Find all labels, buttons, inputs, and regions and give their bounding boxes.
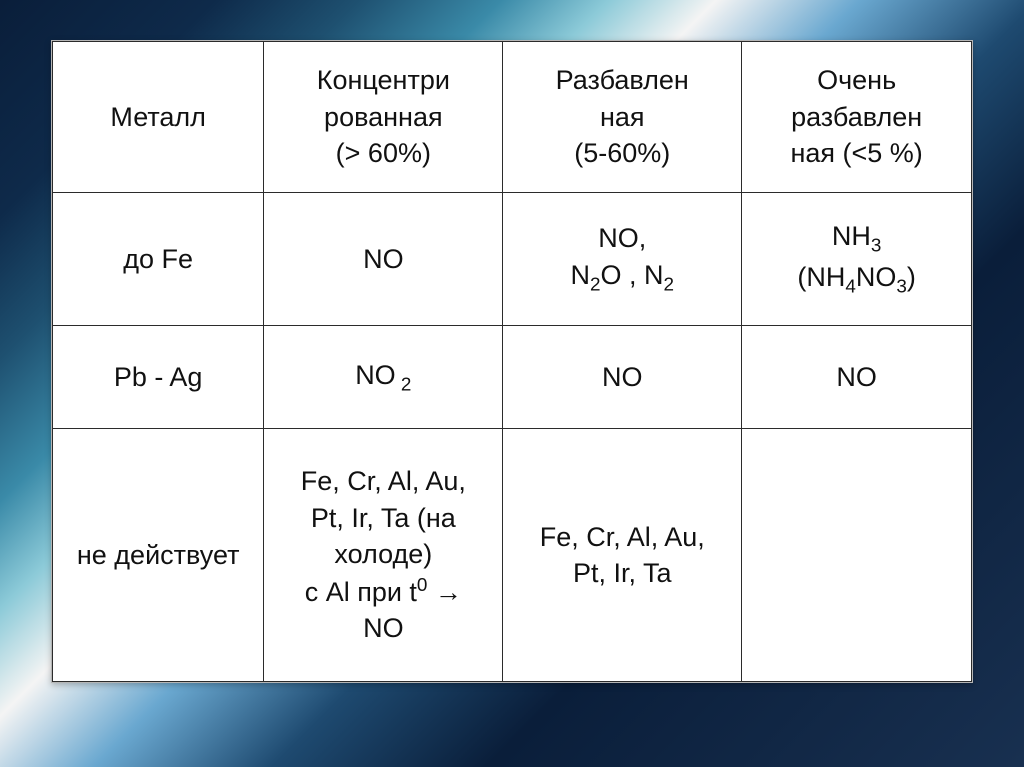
r1c3-l1b: 3 [871, 235, 882, 256]
r1c2-l2b: 2 [590, 274, 601, 295]
hdr-c2-l2: ная [600, 102, 645, 132]
header-concentrated: Концентри рованная (> 60%) [264, 42, 503, 193]
hdr-c2-l1: Разбавлен [556, 65, 689, 95]
table-row: до Fe NO NO, N2O , N2 NH3 (NH4NO3) [53, 193, 972, 326]
r1c2-l2a: N [570, 260, 590, 290]
cell-r3-c1: Fe, Cr, Al, Au, Pt, Ir, Ta (на холоде) с… [264, 429, 503, 682]
r1c2-l2d: 2 [664, 274, 675, 295]
cell-r3-c2: Fe, Cr, Al, Au, Pt, Ir, Ta [503, 429, 742, 682]
hdr-c2-l3: (5-60%) [574, 138, 670, 168]
cell-r1-c2: NO, N2O , N2 [503, 193, 742, 326]
table-row: не действует Fe, Cr, Al, Au, Pt, Ir, Ta … [53, 429, 972, 682]
cell-r1-c1: NO [264, 193, 503, 326]
hdr-c3-l1: Очень [817, 65, 896, 95]
cell-r2-c3: NO [742, 326, 972, 429]
r3c2-l2: Pt, Ir, Ta [573, 558, 672, 588]
r3c1-l4b: 0 [417, 575, 428, 596]
header-diluted: Разбавлен ная (5-60%) [503, 42, 742, 193]
arrow-icon: → [427, 577, 462, 607]
r3c1-l2: Pt, Ir, Ta (на [311, 503, 456, 533]
header-very-diluted: Очень разбавлен ная (<5 %) [742, 42, 972, 193]
cell-r2-c2: NO [503, 326, 742, 429]
hdr-c1-l1: Концентри [317, 65, 450, 95]
chemistry-table: Металл Концентри рованная (> 60%) Разбав… [52, 41, 972, 682]
hdr-c1-l3: (> 60%) [336, 138, 431, 168]
r2c1a: NO [355, 360, 396, 390]
hdr-c3-l3: ная (<5 %) [790, 138, 922, 168]
r3c2-l1: Fe, Cr, Al, Au, [540, 522, 705, 552]
r1c2-l1: NO, [598, 223, 646, 253]
cell-no-effect: не действует [53, 429, 264, 682]
header-metal: Металл [53, 42, 264, 193]
r3c1-l1: Fe, Cr, Al, Au, [301, 466, 466, 496]
r3c1-l5: NO [363, 613, 404, 643]
r1c3-l1a: NH [832, 221, 871, 251]
r1c3-l2d: 3 [896, 276, 907, 297]
r1c3-l2c: NO [856, 262, 897, 292]
cell-r3-c3 [742, 429, 972, 682]
r1c3-l2e: ) [907, 262, 916, 292]
r1c3-l2b: 4 [845, 276, 856, 297]
cell-before-fe: до Fe [53, 193, 264, 326]
table-row: Pb - Ag NO 2 NO NO [53, 326, 972, 429]
r1c2-l2c: O , N [601, 260, 664, 290]
r3c1-l4a: с Al при t [305, 577, 417, 607]
hdr-c1-l2: рованная [324, 102, 443, 132]
cell-r2-c1: NO 2 [264, 326, 503, 429]
cell-r1-c3: NH3 (NH4NO3) [742, 193, 972, 326]
table-header-row: Металл Концентри рованная (> 60%) Разбав… [53, 42, 972, 193]
hdr-c3-l2: разбавлен [791, 102, 922, 132]
r1c3-l2a: (NH [797, 262, 845, 292]
cell-pb-ag: Pb - Ag [53, 326, 264, 429]
table-card: Металл Концентри рованная (> 60%) Разбав… [51, 40, 973, 683]
r2c1b: 2 [396, 374, 412, 395]
r3c1-l3: холоде) [334, 539, 432, 569]
